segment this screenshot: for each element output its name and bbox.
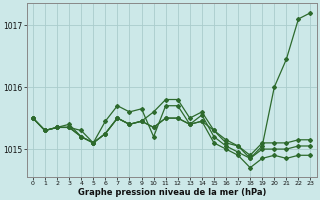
X-axis label: Graphe pression niveau de la mer (hPa): Graphe pression niveau de la mer (hPa) (77, 188, 266, 197)
